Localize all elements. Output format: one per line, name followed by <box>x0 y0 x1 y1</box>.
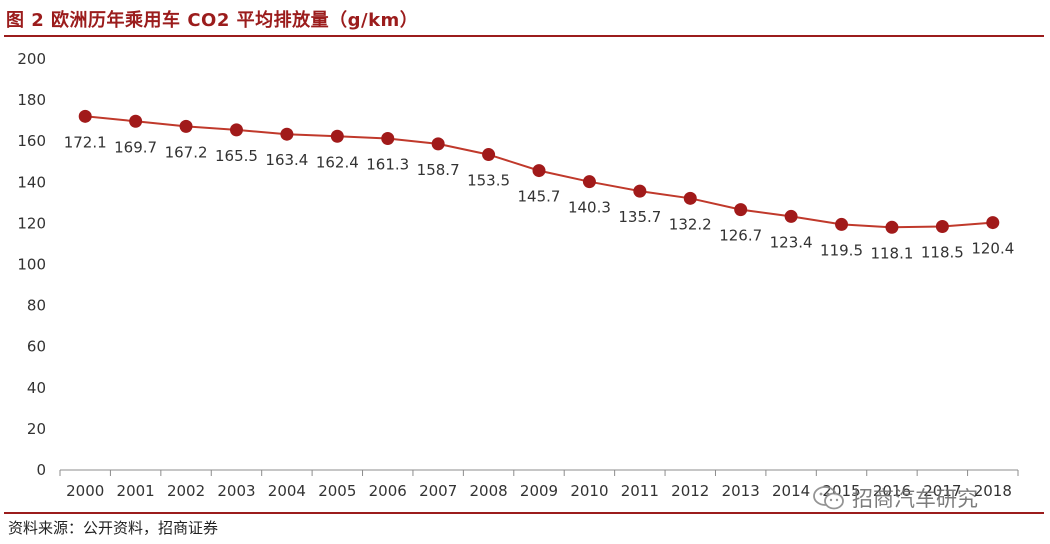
data-label: 119.5 <box>820 241 863 259</box>
y-tick-label: 20 <box>27 420 46 438</box>
data-point <box>78 109 92 123</box>
data-label: 153.5 <box>467 172 510 190</box>
y-tick-label: 120 <box>17 214 46 232</box>
y-tick-label: 60 <box>27 338 46 356</box>
data-label: 167.2 <box>165 143 208 161</box>
data-point <box>532 164 546 178</box>
watermark: 招商汽车研究 <box>812 483 978 513</box>
data-point <box>582 175 596 189</box>
data-label: 145.7 <box>518 188 561 206</box>
x-tick-label: 2005 <box>318 482 356 500</box>
y-tick-label: 140 <box>17 173 46 191</box>
data-label: 118.1 <box>870 244 913 262</box>
data-point <box>784 209 798 223</box>
data-label: 163.4 <box>265 151 308 169</box>
data-label: 165.5 <box>215 147 258 165</box>
y-tick-label: 180 <box>17 91 46 109</box>
x-tick-label: 2018 <box>974 482 1012 500</box>
y-tick-label: 160 <box>17 132 46 150</box>
y-tick-label: 80 <box>27 297 46 315</box>
data-point <box>482 148 496 162</box>
data-label: 135.7 <box>618 208 661 226</box>
data-label: 169.7 <box>114 138 157 156</box>
x-tick-label: 2013 <box>722 482 760 500</box>
data-point <box>129 114 143 128</box>
data-label: 123.4 <box>770 233 813 251</box>
data-label: 120.4 <box>971 240 1014 258</box>
data-label-group: 172.1 169.7 167.2 165.5 163.4 162.4 161.3 158.7… <box>64 133 1015 262</box>
x-tick-label: 2011 <box>621 482 659 500</box>
y-tick-label: 0 <box>36 461 46 479</box>
data-label: 132.2 <box>669 215 712 233</box>
data-point <box>179 119 193 133</box>
data-label: 161.3 <box>366 156 409 174</box>
x-tick-label: 2003 <box>217 482 255 500</box>
marker-group <box>78 109 1000 234</box>
data-point <box>885 220 899 234</box>
data-label: 158.7 <box>417 161 460 179</box>
x-tick-label: 2007 <box>419 482 457 500</box>
y-tick-label: 40 <box>27 379 46 397</box>
data-point <box>835 217 849 231</box>
data-point <box>431 137 445 151</box>
x-tick-label: 2008 <box>469 482 507 500</box>
x-tick-label: 2014 <box>772 482 810 500</box>
wechat-icon <box>813 486 844 510</box>
x-tick-label: 2009 <box>520 482 558 500</box>
data-point <box>280 127 294 141</box>
data-label: 126.7 <box>719 227 762 245</box>
x-tick-label: 2001 <box>117 482 155 500</box>
data-point <box>986 216 1000 230</box>
data-point <box>633 184 647 198</box>
data-point <box>734 203 748 217</box>
x-tick-label: 2012 <box>671 482 709 500</box>
data-point <box>935 219 949 233</box>
x-tick-label: 2016 <box>873 482 911 500</box>
y-tick-label: 200 <box>17 50 46 68</box>
y-tick-label: 100 <box>17 256 46 274</box>
x-tick-label: 2010 <box>570 482 608 500</box>
data-label: 172.1 <box>64 133 107 151</box>
source-note: 资料来源：公开资料，招商证券 <box>8 519 219 537</box>
figure-title: 图 2 欧洲历年乘用车 CO2 平均排放量（g/km） <box>6 10 419 31</box>
data-point <box>229 123 243 137</box>
data-point <box>381 132 395 146</box>
x-axis: 2000 2001 2002 2003 2004 2005 2006 2007 2008 2009… <box>59 469 1019 500</box>
x-tick-label: 2006 <box>369 482 407 500</box>
source-divider <box>4 512 1044 514</box>
data-point <box>683 191 697 205</box>
data-label: 140.3 <box>568 199 611 217</box>
x-tick-label: 2017 <box>923 482 961 500</box>
watermark-text: 招商汽车研究 <box>852 487 978 511</box>
title-divider <box>4 35 1044 37</box>
x-tick-label: 2004 <box>268 482 306 500</box>
data-point <box>330 129 344 143</box>
data-label: 118.5 <box>921 243 964 261</box>
x-tick-label: 2002 <box>167 482 205 500</box>
x-tick-label: 2000 <box>66 482 104 500</box>
data-label: 162.4 <box>316 153 359 171</box>
y-axis: 0 20 40 60 80 100 120 140 160 180 200 <box>17 50 46 479</box>
